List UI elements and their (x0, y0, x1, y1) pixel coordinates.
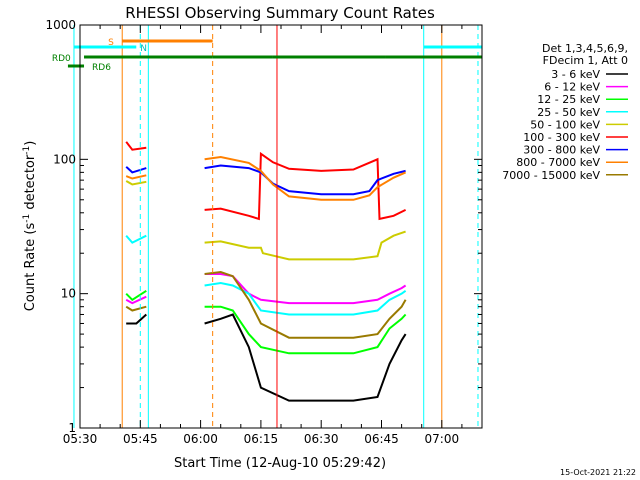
flag-label-rd6: RD6 (92, 63, 111, 73)
legend-label-50-100-kev: 50 - 100 keV (530, 118, 600, 131)
legend: Det 1,3,4,5,6,9,FDecim 1, Att 03 - 6 keV… (502, 42, 628, 182)
y-tick-label: 1 (68, 421, 76, 435)
legend-label-3-6-kev: 3 - 6 keV (551, 68, 600, 81)
series-line-100-300-kev-1 (204, 151, 407, 221)
series-line-6-12-kev-0 (125, 295, 147, 305)
series-line-12-25-kev-1 (204, 305, 407, 355)
plot-lines (125, 141, 407, 402)
series-line-800-7000-kev-0 (125, 174, 147, 180)
x-tick-label: 05:45 (123, 432, 158, 446)
legend-header-line: FDecim 1, Att 0 (543, 54, 628, 67)
series-line-25-50-kev-1 (204, 281, 407, 316)
series-line-100-300-kev-0 (125, 141, 147, 151)
y-tick-label: 1000 (45, 18, 76, 32)
flag-bars: S N RD0 RD6 (52, 38, 482, 73)
legend-label-25-50-kev: 25 - 50 keV (537, 106, 600, 119)
x-tick-label: 05:30 (63, 432, 98, 446)
x-tick-label: 06:00 (183, 432, 218, 446)
x-axis-label: Start Time (12-Aug-10 05:29:42) (174, 456, 386, 471)
series-line-50-100-kev-0 (125, 180, 147, 186)
series-line-300-800-kev-1 (204, 164, 406, 196)
legend-label-7000-15000-kev: 7000 - 15000 keV (502, 169, 600, 182)
series-line-800-7000-kev-1 (204, 155, 407, 201)
axes: 05:30 05:45 06:00 06:15 06:30 06:45 07:00 1 10 10… (45, 18, 482, 446)
series-line-300-800-kev-0 (125, 166, 147, 174)
flag-label-rd0: RD0 (52, 54, 71, 64)
series-line-25-50-kev-0 (125, 234, 147, 244)
footer-date: 15-Oct-2021 21:22 (560, 468, 636, 477)
series-line-7000-15000-kev-1 (204, 270, 407, 339)
y-tick-label: 10 (61, 287, 76, 301)
legend-header-line: Det 1,3,4,5,6,9, (542, 42, 628, 55)
y-axis-label-superscript-2: -1 (22, 146, 32, 155)
x-tick-label: 06:15 (244, 432, 279, 446)
y-axis-label-main: Count Rate (s (23, 223, 38, 312)
legend-label-12-25-kev: 12 - 25 keV (537, 93, 600, 106)
y-axis-label-detector: detector (23, 154, 38, 214)
y-tick-label: 100 (53, 152, 76, 166)
x-tick-label: 06:30 (304, 432, 339, 446)
series-line-12-25-kev-0 (125, 289, 147, 302)
y-axis-label-superscript: -1 (22, 214, 32, 223)
legend-label-300-800-kev: 300 - 800 keV (523, 144, 600, 157)
legend-label-800-7000-kev: 800 - 7000 keV (516, 156, 600, 169)
y-axis-label: Count Rate (s-1 detector-1) (22, 141, 38, 312)
vertical-marker-lines (73, 25, 479, 428)
y-axis-label-close: ) (23, 141, 38, 146)
series-line-3-6-kev-1 (204, 313, 407, 402)
legend-label-6-12-kev: 6 - 12 keV (544, 81, 600, 94)
series-line-3-6-kev-0 (126, 313, 147, 325)
series-line-50-100-kev-1 (204, 230, 406, 261)
legend-label-100-300-kev: 100 - 300 keV (523, 131, 600, 144)
series-line-7000-15000-kev-0 (125, 305, 147, 312)
flag-label-s: S (108, 38, 114, 48)
chart-title: RHESSI Observing Summary Count Rates (125, 4, 435, 22)
x-tick-label: 07:00 (425, 432, 460, 446)
x-tick-label: 06:45 (364, 432, 399, 446)
flag-label-n: N (140, 44, 147, 54)
